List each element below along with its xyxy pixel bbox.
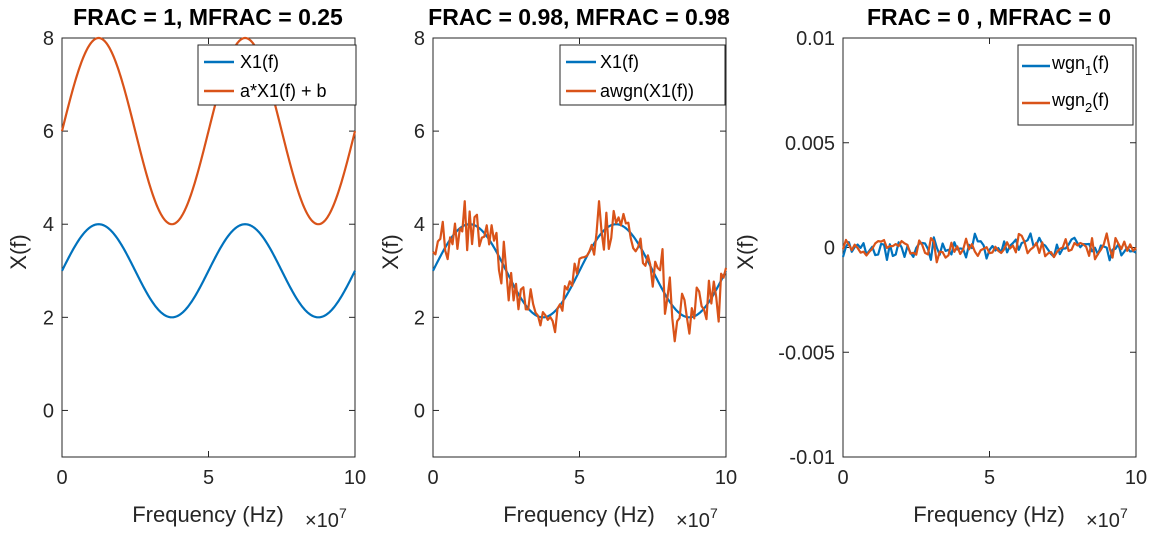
y-tick-label: 0 [43,400,54,422]
panel-1-legend-label-1: X1(f) [240,52,279,72]
panel-1-plot-area: 0 5 10 0 2 4 6 8 [43,28,366,489]
panel-3-legend: wgn1(f) wgn2(f) [1017,44,1134,126]
x-tick-label: 10 [344,467,366,489]
y-tick-label: 4 [414,214,425,236]
y-tick-label: 2 [43,307,54,329]
panel-3-ylabel: X(f) [733,234,758,269]
panel-2-legend: X1(f) awgn(X1(f)) [559,44,726,106]
y-tick-label: 0.01 [796,28,835,50]
panel-2-legend-label-1: X1(f) [600,52,639,72]
y-tick-label: 2 [414,307,425,329]
panel-2: FRAC = 0.98, MFRAC = 0.98 0 5 10 0 2 4 6 8 Freq… [378,4,737,532]
series-line-1 [432,223,727,319]
y-tick-label: 0.005 [785,133,835,155]
panel-3-legend-box [1017,44,1134,126]
panel-1-ylabel: X(f) [6,234,31,269]
y-tick-label: 0 [824,238,835,260]
panel-1-x-exponent: ×107 [305,505,347,532]
x-tick-label: 5 [203,467,214,489]
panel-1-xlabel: Frequency (Hz) [132,502,284,527]
panel-2-x-exponent: ×107 [676,505,718,532]
series-line-2 [60,36,357,226]
panel-2-ylabel: X(f) [378,234,403,269]
x-tick-label: 0 [56,467,67,489]
x-tick-label: 5 [984,467,995,489]
x-tick-label: 0 [837,467,848,489]
panel-3-title: FRAC = 0 , MFRAC = 0 [867,4,1111,30]
series-line-2 [841,232,1137,264]
y-tick-label: 6 [43,121,54,143]
y-tick-label: 8 [414,28,425,50]
y-tick-label: 0 [414,400,425,422]
y-tick-label: 4 [43,214,54,236]
panel-2-legend-box [559,44,726,106]
y-tick-label: -0.005 [778,342,835,364]
x-tick-label: 0 [427,467,438,489]
x-tick-label: 10 [715,467,737,489]
panel-3-legend-label-2: wgn2(f) [1051,90,1109,115]
panel-2-xlabel: Frequency (Hz) [503,502,655,527]
panel-3-plot-area: 0 5 10 -0.01 -0.005 0 0.005 0.01 [778,28,1147,489]
panel-3-x-exponent: ×107 [1086,505,1128,532]
panel-2-title: FRAC = 0.98, MFRAC = 0.98 [428,4,730,30]
y-tick-label: -0.01 [789,447,835,469]
x-tick-label: 10 [1125,467,1147,489]
panel-3-xlabel: Frequency (Hz) [913,502,1065,527]
panel-1-legend: X1(f) a*X1(f) + b [197,44,357,106]
panel-3: FRAC = 0 , MFRAC = 0 0 5 10 -0.01 -0.005 0 0.0… [733,4,1147,532]
panel-1-title: FRAC = 1, MFRAC = 0.25 [73,4,343,30]
panel-2-legend-label-2: awgn(X1(f)) [600,81,694,101]
y-tick-label: 6 [414,121,425,143]
series-line-1 [841,232,1137,262]
x-tick-label: 5 [574,467,585,489]
panel-1-legend-box [197,44,357,106]
series-line-2 [432,200,728,343]
panel-1-legend-label-2: a*X1(f) + b [240,81,327,101]
series-line-1 [61,223,356,319]
panel-3-legend-label-1: wgn1(f) [1051,53,1109,78]
panel-1: FRAC = 1, MFRAC = 0.25 0 5 10 0 2 4 6 8 Frequen… [6,4,366,532]
panel-2-plot-area: 0 5 10 0 2 4 6 8 [414,28,737,489]
y-tick-label: 8 [43,28,54,50]
